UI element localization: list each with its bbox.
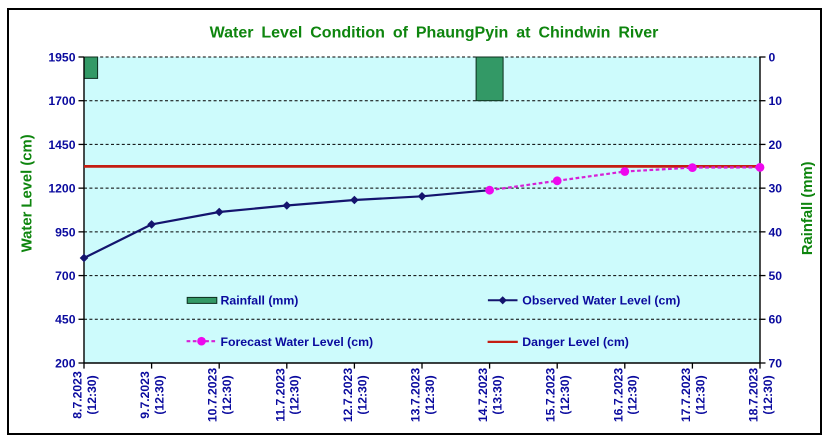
svg-text:(13:30): (13:30) bbox=[491, 375, 505, 414]
svg-text:Forecast Water Level (cm): Forecast Water Level (cm) bbox=[221, 335, 374, 349]
svg-text:0: 0 bbox=[769, 50, 776, 64]
svg-text:18.7.2023: 18.7.2023 bbox=[747, 368, 761, 422]
svg-text:Observed Water Level (cm): Observed Water Level (cm) bbox=[522, 294, 680, 308]
svg-text:(12:30): (12:30) bbox=[558, 375, 572, 414]
svg-text:Rainfall (mm): Rainfall (mm) bbox=[800, 161, 816, 255]
svg-text:(12:30): (12:30) bbox=[153, 375, 167, 414]
svg-text:1700: 1700 bbox=[48, 94, 75, 108]
svg-text:60: 60 bbox=[769, 313, 783, 327]
svg-text:10: 10 bbox=[769, 94, 783, 108]
svg-text:11.7.2023: 11.7.2023 bbox=[273, 368, 287, 422]
svg-text:(12:30): (12:30) bbox=[355, 375, 369, 414]
svg-text:Rainfall (mm): Rainfall (mm) bbox=[221, 294, 299, 308]
svg-text:(12:30): (12:30) bbox=[693, 375, 707, 414]
svg-text:8.7.2023: 8.7.2023 bbox=[71, 371, 85, 419]
svg-text:Water Level Condition of Phaun: Water Level Condition of PhaungPyin at C… bbox=[210, 25, 659, 42]
svg-text:17.7.2023: 17.7.2023 bbox=[679, 368, 693, 422]
svg-text:Water Level (cm): Water Level (cm) bbox=[20, 134, 36, 252]
svg-text:700: 700 bbox=[55, 269, 76, 283]
svg-text:(12:30): (12:30) bbox=[85, 375, 99, 414]
svg-text:30: 30 bbox=[769, 182, 783, 196]
svg-text:10.7.2023: 10.7.2023 bbox=[206, 368, 220, 422]
svg-text:40: 40 bbox=[769, 225, 783, 239]
svg-text:14.7.2023: 14.7.2023 bbox=[476, 368, 490, 422]
svg-text:15.7.2023: 15.7.2023 bbox=[544, 368, 558, 422]
svg-text:(12:30): (12:30) bbox=[220, 375, 234, 414]
svg-text:1950: 1950 bbox=[48, 50, 75, 64]
svg-text:Danger Level (cm): Danger Level (cm) bbox=[522, 335, 629, 349]
svg-text:16.7.2023: 16.7.2023 bbox=[611, 368, 625, 422]
svg-text:(12:30): (12:30) bbox=[761, 375, 775, 414]
svg-text:200: 200 bbox=[55, 356, 76, 370]
svg-text:70: 70 bbox=[769, 356, 783, 370]
svg-text:(12:30): (12:30) bbox=[288, 375, 302, 414]
svg-text:13.7.2023: 13.7.2023 bbox=[409, 368, 423, 422]
svg-text:(12:30): (12:30) bbox=[423, 375, 437, 414]
svg-text:(12:30): (12:30) bbox=[626, 375, 640, 414]
svg-text:1200: 1200 bbox=[48, 182, 75, 196]
svg-text:20: 20 bbox=[769, 138, 783, 152]
svg-text:1450: 1450 bbox=[48, 138, 75, 152]
svg-text:50: 50 bbox=[769, 269, 783, 283]
svg-text:950: 950 bbox=[55, 225, 76, 239]
svg-text:450: 450 bbox=[55, 313, 76, 327]
svg-text:9.7.2023: 9.7.2023 bbox=[138, 371, 152, 419]
svg-text:12.7.2023: 12.7.2023 bbox=[341, 368, 355, 422]
